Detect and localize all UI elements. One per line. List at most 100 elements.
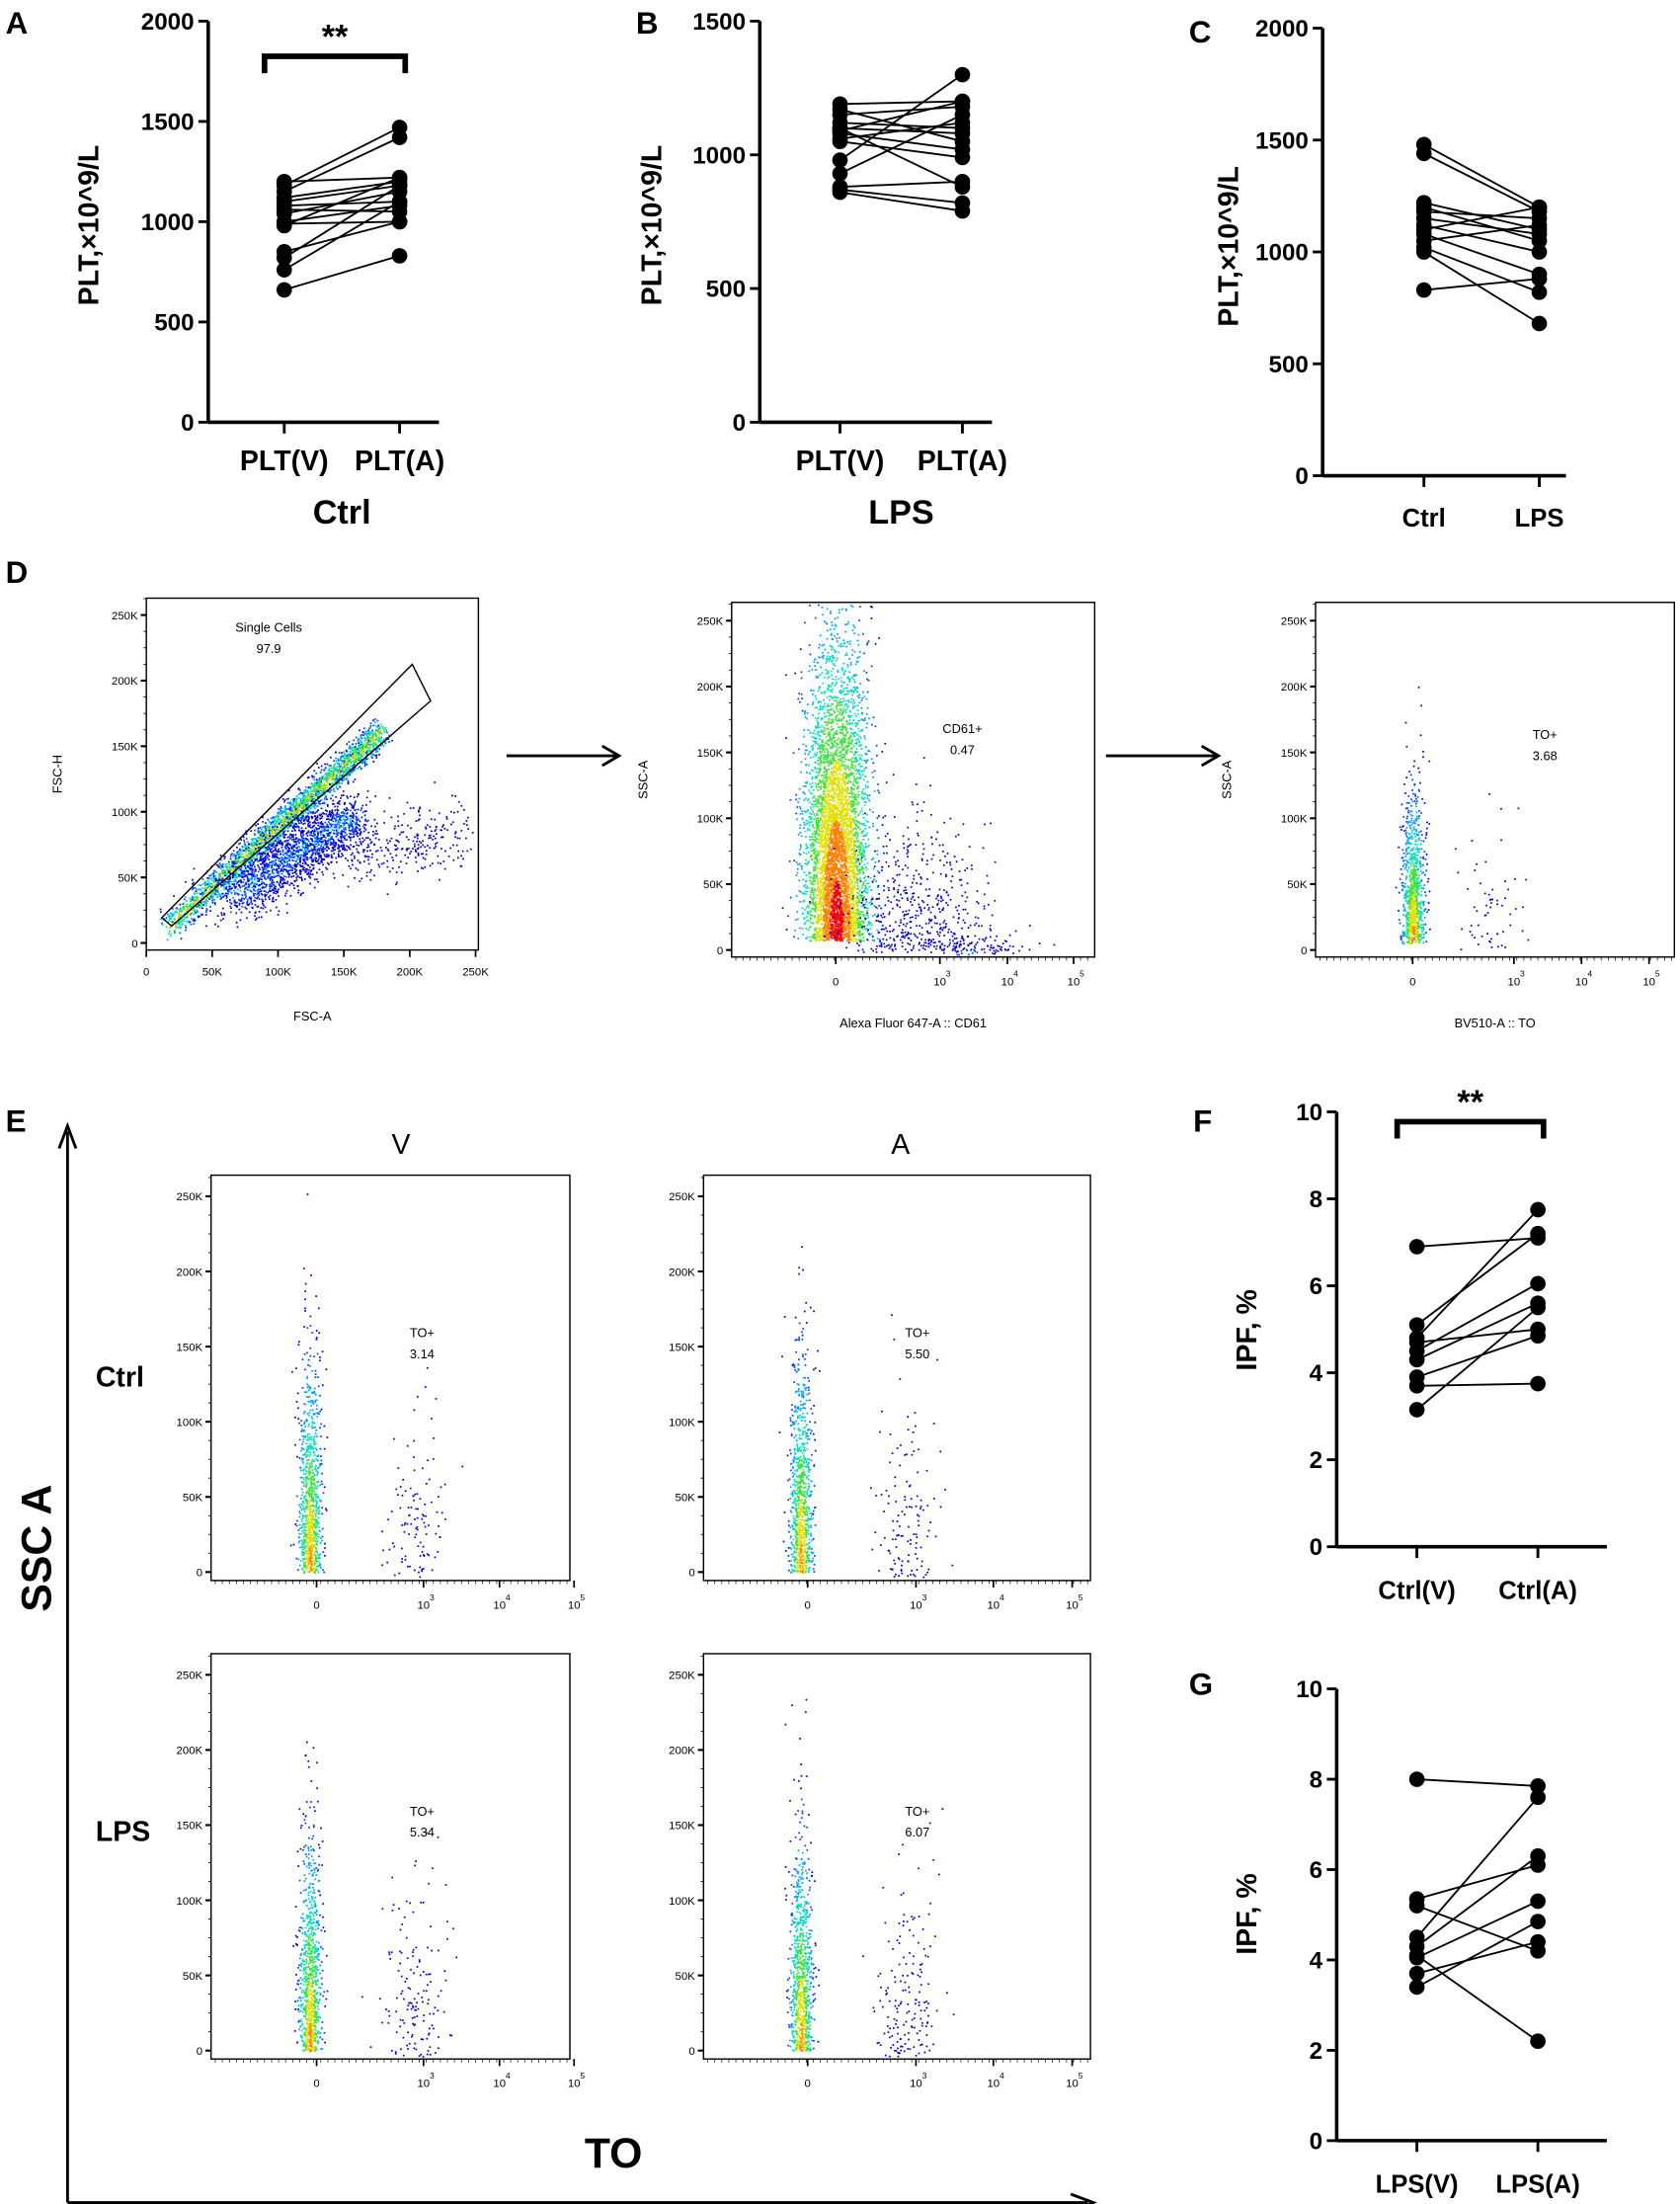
event-dot [330,843,333,846]
event-dot [293,816,295,818]
event-dot [244,858,247,860]
event-dot [236,857,239,859]
event-dot [317,857,320,860]
event-dot [357,823,360,826]
event-dot [365,764,368,766]
event-dot [279,811,281,814]
event-dot [198,904,200,907]
event-dot [209,887,212,889]
event-dot [435,828,438,831]
event-dot [277,826,279,828]
event-dot [233,899,236,902]
event-dot [207,876,210,879]
event-dot [252,863,255,866]
event-dot [330,850,333,853]
event-dot [256,883,258,886]
event-dot [169,918,172,921]
x-tick-label: PLT(V) [796,446,885,477]
pair-line [839,73,963,161]
event-dot [264,836,267,839]
event-dot [301,862,304,864]
event-dot [324,848,326,851]
event-dot [224,863,227,865]
event-dot [179,926,182,929]
event-dot [258,866,261,868]
event-dot [378,732,381,735]
event-dot [262,907,265,910]
event-dot [361,841,364,843]
event-dot [241,848,244,851]
event-dot [261,881,263,883]
event-dot [327,781,330,783]
event-dot [260,907,263,909]
event-dot [192,908,194,911]
event-dot [340,756,343,759]
event-dot [276,869,278,872]
event-dot [380,862,383,865]
event-dot [208,886,211,888]
event-dot [350,822,353,824]
event-dot [214,889,217,892]
pair-line [1416,1954,1539,2043]
event-dot [257,896,259,899]
y-axis-label: IPF, % [1232,1289,1263,1370]
event-dot [347,779,350,782]
event-dot [363,731,365,734]
event-dot [360,807,362,810]
event-dot [290,866,292,869]
event-dot [354,778,357,780]
event-dot [302,797,305,799]
event-dot [265,911,268,914]
event-dot [321,790,324,793]
event-dot [332,787,335,790]
event-dot [354,769,357,771]
data-pair [1415,199,1548,249]
event-dot [307,775,310,778]
event-dot [294,819,297,822]
event-dot [209,910,211,912]
event-dot [297,787,300,789]
event-dot [450,810,452,813]
event-dot [314,812,317,814]
event-dot [347,816,350,819]
event-dot [166,939,169,941]
event-dot [376,739,378,742]
event-dot [270,860,273,863]
event-dot [360,743,363,745]
event-dot [377,838,380,841]
event-dot [276,890,278,892]
event-dot [273,828,276,830]
event-dot [279,813,281,815]
event-dot [391,739,393,742]
event-dot [297,818,300,821]
event-dot [440,848,442,850]
event-dot [382,728,385,731]
event-dot [192,878,194,881]
event-dot [308,868,310,871]
event-dot [218,878,221,880]
event-dot [261,866,264,869]
event-dot [312,852,315,855]
event-dot [343,762,346,765]
data-point [832,184,848,201]
event-dot [196,896,199,899]
event-dot [213,898,216,901]
event-dot [203,881,206,883]
event-dot [356,844,359,847]
event-dot [279,850,281,853]
event-dot [276,842,279,845]
event-dot [394,825,396,828]
event-dot [248,861,251,863]
event-dot [342,773,345,775]
event-dot [293,857,296,859]
event-dot [400,860,402,863]
event-dot [345,816,348,819]
event-dot [336,814,338,816]
event-dot [341,752,343,755]
event-dot [322,812,324,814]
event-dot [329,839,332,842]
event-dot [291,882,293,885]
event-dot [343,844,346,847]
event-dot [312,787,315,790]
data-pair [1408,1771,1546,1794]
